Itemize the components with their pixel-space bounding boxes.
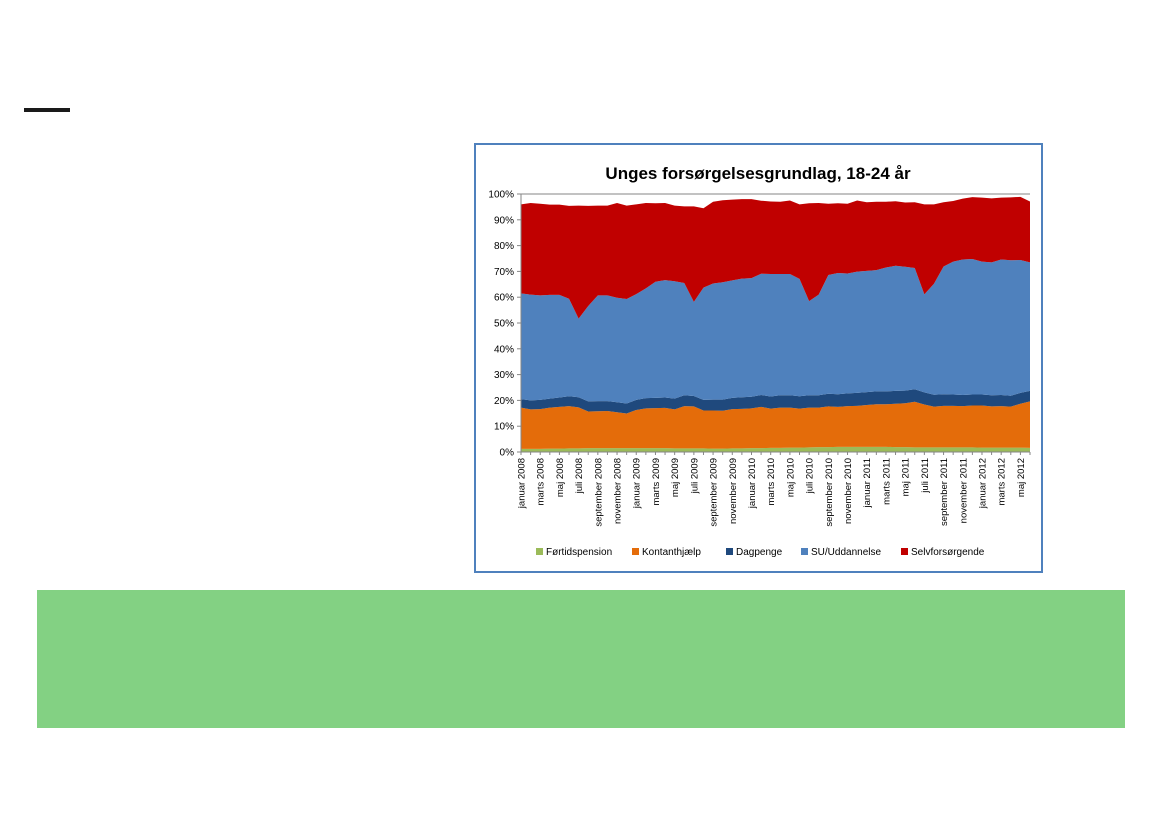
x-tick-label: marts 2011	[881, 458, 892, 505]
x-tick-label: november 2011	[958, 458, 969, 523]
x-tick-label: maj 2010	[785, 458, 796, 497]
legend-swatch	[801, 548, 808, 555]
legend-swatch	[901, 548, 908, 555]
x-tick-label: marts 2009	[651, 458, 662, 506]
x-tick-label: maj 2009	[670, 458, 681, 497]
green-content-band	[37, 590, 1125, 728]
x-tick-label: januar 2011	[862, 458, 873, 508]
x-tick-label: september 2008	[593, 458, 604, 527]
legend-label: Førtidspension	[546, 547, 612, 558]
x-tick-label: maj 2011	[901, 458, 912, 496]
x-tick-label: marts 2012	[997, 458, 1008, 506]
x-tick-labels: januar 2008 marts 2008 maj 2008 juli 2008 se…	[517, 452, 1031, 527]
x-tick-label: januar 2012	[977, 458, 988, 509]
x-tick-label: november 2008	[613, 458, 624, 524]
y-tick-label: 70%	[494, 267, 514, 278]
chart-frame: Unges forsørgelsesgrundlag, 18-24 år 0% 1…	[474, 143, 1043, 573]
chart-legend: Førtidspension Kontanthjælp Dagpenge SU/Udd…	[536, 547, 985, 558]
y-tick-labels: 0% 10% 20% 30% 40% 50% 60% 70% 80% 90% 100%	[488, 190, 521, 459]
legend-label: Dagpenge	[736, 547, 783, 558]
y-tick-label: 20%	[494, 396, 514, 407]
legend-swatch	[536, 548, 543, 555]
x-tick-label: juli 2009	[689, 458, 700, 494]
y-tick-label: 40%	[494, 344, 514, 355]
stacked-area-chart: Unges forsørgelsesgrundlag, 18-24 år 0% 1…	[488, 164, 1031, 558]
y-tick-label: 50%	[494, 319, 514, 330]
legend-label: Selvforsørgende	[911, 547, 985, 558]
x-tick-label: marts 2008	[536, 458, 547, 506]
area-series-2	[521, 389, 1030, 414]
area-series-1	[521, 401, 1030, 449]
x-tick-label: september 2011	[939, 458, 950, 526]
x-tick-label: januar 2008	[517, 458, 528, 509]
y-tick-label: 10%	[494, 422, 514, 433]
x-tick-label: maj 2008	[555, 458, 566, 497]
legend-label: Kontanthjælp	[642, 547, 701, 558]
x-tick-label: juli 2008	[574, 458, 585, 494]
x-tick-label: november 2009	[728, 458, 739, 524]
x-tick-label: juli 2011	[920, 458, 931, 494]
legend-swatch	[632, 548, 639, 555]
x-tick-label: januar 2010	[747, 458, 758, 509]
chart-title: Unges forsørgelsesgrundlag, 18-24 år	[605, 164, 911, 183]
legend-label: SU/Uddannelse	[811, 547, 881, 558]
y-tick-label: 0%	[500, 448, 515, 459]
x-tick-label: marts 2010	[766, 458, 777, 506]
title-dash-decoration	[24, 108, 70, 112]
x-tick-label: juli 2010	[805, 458, 816, 494]
y-tick-label: 90%	[494, 215, 514, 226]
y-tick-label: 30%	[494, 370, 514, 381]
x-tick-label: september 2010	[824, 458, 835, 527]
y-tick-label: 80%	[494, 241, 514, 252]
y-tick-label: 60%	[494, 293, 514, 304]
area-series-4	[521, 196, 1030, 319]
area-series-3	[521, 259, 1030, 404]
y-tick-label: 100%	[488, 190, 514, 201]
x-tick-label: september 2009	[709, 458, 720, 527]
x-tick-label: januar 2009	[632, 458, 643, 509]
areas-layer	[521, 196, 1030, 452]
x-tick-label: maj 2012	[1016, 458, 1027, 497]
legend-swatch	[726, 548, 733, 555]
x-tick-label: november 2010	[843, 458, 854, 524]
